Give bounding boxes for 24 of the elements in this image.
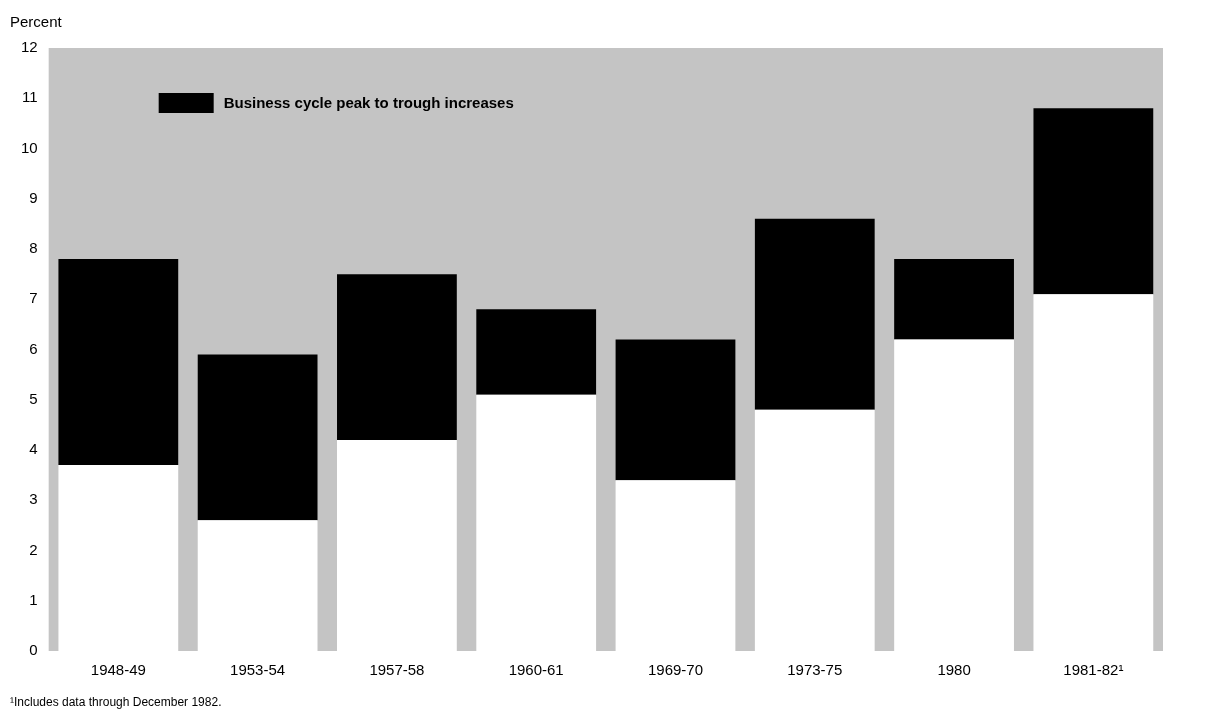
y-tick-label: 12 — [21, 38, 38, 56]
text: ¹Includes data through December 1982. — [10, 695, 222, 710]
y-tick-label: 7 — [29, 289, 38, 307]
y-tick-label: 6 — [29, 339, 38, 357]
legend-label: Business cycle peak to trough increases — [223, 94, 514, 112]
y-tick-label: 9 — [29, 188, 38, 206]
x-tick-label: 1953-54 — [230, 661, 286, 679]
y-tick-label: 11 — [22, 88, 38, 106]
y-tick-label: 2 — [29, 540, 38, 558]
x-tick-label: 1957-58 — [369, 661, 425, 679]
y-tick-label: 1 — [29, 590, 38, 608]
y-axis-title: Percent — [10, 12, 63, 30]
y-tick-label: 10 — [21, 138, 38, 156]
y-tick-label: 4 — [29, 440, 38, 458]
x-tick-label: 1980 — [937, 661, 971, 679]
x-tick-label: 1973-75 — [787, 661, 843, 679]
y-tick-label: 5 — [29, 389, 38, 407]
y-tick-label: 0 — [29, 641, 38, 659]
x-tick-label: 1960-61 — [508, 661, 564, 679]
x-tick-label: 1981-82¹ — [1063, 661, 1124, 679]
y-tick-label: 3 — [29, 490, 38, 508]
x-tick-label: 1948-49 — [90, 661, 146, 679]
x-tick-label: 1969-70 — [647, 661, 704, 679]
y-tick-label: 8 — [29, 239, 38, 257]
